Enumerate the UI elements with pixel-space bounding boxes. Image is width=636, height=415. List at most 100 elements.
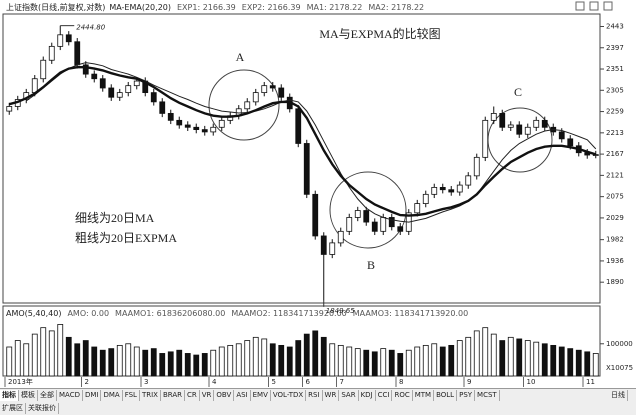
y-tick-label: 100000 — [606, 340, 633, 348]
note: 粗线为20日EXPMA — [75, 231, 177, 245]
candle-body — [388, 217, 395, 228]
y-tick-label: 1936 — [606, 257, 624, 265]
candle-body — [184, 124, 191, 128]
header-stat: EXP2: 2166.39 — [242, 3, 301, 12]
tab[interactable]: VOL-TDX — [271, 390, 307, 401]
icon — [589, 1, 599, 11]
tab[interactable]: BRAR — [161, 390, 185, 401]
tab[interactable]: DMA — [101, 390, 123, 401]
volume-header: AMO(5,40,40) AMO: 0.00 MAAMO1: 61836206080… — [6, 309, 468, 318]
tab[interactable]: 指标 — [0, 390, 19, 401]
volume-bar — [40, 327, 47, 377]
tab[interactable]: EMV — [251, 390, 271, 401]
volume-bar — [516, 338, 523, 377]
candle-body — [482, 119, 489, 158]
volume-bar — [269, 343, 276, 377]
tab[interactable]: KDJ — [359, 390, 376, 401]
chart-title: MA与EXPMA的比较图 — [319, 26, 440, 41]
volume-bar — [201, 353, 208, 377]
y-tick-label: 2397 — [606, 44, 624, 52]
header: 上证指数(日线,前复权,对数) MA-EMA(20,20) EXP1: 2166.3… — [6, 2, 424, 12]
tab[interactable]: ROC — [392, 390, 413, 401]
candle-body — [6, 106, 13, 112]
tab[interactable]: MACD — [57, 390, 83, 401]
annotation: B — [367, 258, 375, 272]
candle-body — [380, 217, 387, 232]
candle-body — [269, 85, 276, 89]
volume-bar — [567, 348, 574, 377]
candle-body — [312, 193, 319, 237]
volume-bar — [99, 349, 106, 377]
volume-bar — [167, 351, 174, 377]
volume-bar — [363, 349, 370, 377]
volume-bar — [252, 336, 259, 377]
y-tick-label: 2305 — [606, 86, 624, 94]
highlight-circle — [329, 171, 407, 249]
volume-bar — [397, 353, 404, 377]
volume-bar — [337, 344, 344, 377]
volume-bar — [193, 354, 200, 377]
tab[interactable]: SAR — [339, 390, 359, 401]
volume-bar — [142, 349, 149, 377]
y-tick-label: 2351 — [606, 65, 624, 73]
tab[interactable]: WR — [323, 390, 340, 401]
tab[interactable]: PSY — [457, 390, 476, 401]
candle-body — [558, 131, 565, 140]
candle-body — [116, 92, 123, 98]
candle-body — [303, 143, 310, 195]
candle-body — [456, 184, 463, 193]
volume-bar — [6, 346, 13, 377]
tab[interactable]: 全部 — [38, 390, 57, 401]
tab[interactable]: FSL — [123, 390, 140, 401]
icon — [575, 1, 585, 11]
tab[interactable]: ASI — [234, 390, 251, 401]
tab[interactable]: CCI — [376, 390, 393, 401]
tab[interactable]: MTM — [413, 390, 435, 401]
tab[interactable]: VR — [200, 390, 215, 401]
tab[interactable]: 模板 — [19, 390, 38, 401]
period[interactable]: 日线 — [609, 390, 628, 401]
volume-bar — [210, 349, 217, 377]
tab[interactable]: TRIX — [140, 390, 161, 401]
volume-bar — [482, 327, 489, 377]
x-tick-label: 6 — [306, 378, 311, 386]
line — [8, 66, 597, 217]
candle-body — [337, 230, 344, 244]
annotation: C — [514, 85, 522, 99]
volume-bar — [295, 340, 302, 377]
candle-body — [91, 73, 98, 80]
volume-bar — [278, 344, 285, 377]
tab[interactable]: OBV — [214, 390, 235, 401]
candle-body — [167, 113, 174, 121]
volume-title: AMO(5,40,40) — [6, 309, 61, 318]
candle-body — [397, 226, 404, 232]
volume-bar — [414, 346, 421, 377]
volume-bar — [422, 344, 429, 377]
tab[interactable]: DMI — [83, 390, 102, 401]
volume-stat: MAAMO2: 118341713920.00 — [231, 309, 346, 318]
candle-body — [244, 101, 251, 110]
candle-body — [150, 92, 157, 103]
tab[interactable]: 扩展区 — [0, 403, 26, 414]
candle-body — [133, 80, 140, 87]
volume-bar — [184, 353, 191, 377]
x-tick-label: 2013年 — [8, 377, 33, 386]
volume-bar — [108, 348, 115, 377]
candle-body — [261, 85, 268, 94]
tab[interactable]: 关联报价 — [26, 403, 59, 414]
tab[interactable]: CR — [185, 390, 200, 401]
volume-stat: MAAMO3: 118341713920.00 — [353, 309, 468, 318]
icon — [603, 1, 613, 11]
tab[interactable]: RSI — [306, 390, 323, 401]
y-tick-label: 2167 — [606, 150, 624, 158]
volume-bar — [65, 336, 72, 377]
highlight-circle — [208, 69, 280, 141]
tab[interactable]: BOLL — [434, 390, 458, 401]
header-stat: MA1: 2178.22 — [307, 3, 363, 12]
candle-body — [507, 124, 514, 128]
high-label: 2444.80 — [76, 24, 105, 32]
volume-bar — [431, 343, 438, 377]
candle-body — [48, 45, 55, 61]
tab[interactable]: MCST — [475, 390, 500, 401]
x-tick-label: 8 — [399, 378, 403, 386]
